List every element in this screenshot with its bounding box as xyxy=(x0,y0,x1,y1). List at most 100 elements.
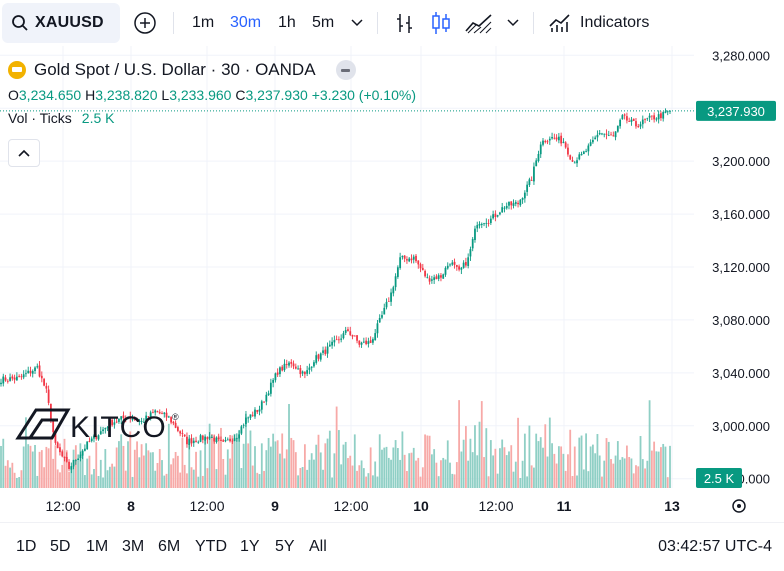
volume-bar xyxy=(22,446,25,488)
range-1d-button[interactable]: 1D xyxy=(16,538,37,555)
range-1y-button[interactable]: 1Y xyxy=(240,538,260,555)
volume-bar xyxy=(401,431,404,488)
volume-bar xyxy=(546,456,549,488)
price-axis[interactable] xyxy=(694,46,784,523)
candle-body xyxy=(560,135,563,144)
minimize-legend-button[interactable] xyxy=(335,60,356,80)
volume-bar xyxy=(192,469,195,488)
volume-bar xyxy=(369,447,372,488)
volume-bar xyxy=(215,469,218,488)
interval-30m-button[interactable]: 30m xyxy=(230,14,262,31)
volume-bar xyxy=(226,449,229,488)
volume-bar xyxy=(392,447,395,488)
settings-gear-icon[interactable] xyxy=(732,499,746,513)
candle-body xyxy=(383,307,386,315)
volume-bar xyxy=(535,433,538,488)
volume-bar xyxy=(201,475,204,488)
interval-dropdown-button[interactable] xyxy=(351,0,363,46)
volume-bar xyxy=(111,463,114,488)
symbol-search-button[interactable]: XAUUSD xyxy=(2,3,120,43)
volume-bar xyxy=(415,460,417,488)
volume-bar xyxy=(530,465,533,488)
range-6m-button[interactable]: 6M xyxy=(158,538,181,555)
candle-body xyxy=(172,421,175,424)
candle-body xyxy=(183,434,186,437)
volume-bar xyxy=(61,464,64,488)
candle-body xyxy=(378,317,381,323)
volume-bar xyxy=(455,462,458,488)
interval-1m-button[interactable]: 1m xyxy=(192,14,215,31)
candle-body xyxy=(480,223,483,225)
volume-bar xyxy=(480,401,483,488)
indicators-button[interactable]: Indicators xyxy=(548,0,649,46)
volume-bar xyxy=(276,440,279,488)
interval-1h-button[interactable]: 1h xyxy=(278,14,296,31)
volume-bar xyxy=(372,475,374,488)
volume-bar xyxy=(408,453,411,488)
candle-body xyxy=(335,339,338,341)
volume-bar xyxy=(36,475,39,488)
candle-body xyxy=(641,119,644,125)
volume-bar xyxy=(553,453,556,488)
candle-body xyxy=(70,466,73,470)
range-3m-button[interactable]: 3M xyxy=(122,538,145,555)
chart-type-dropdown-button[interactable] xyxy=(507,0,519,46)
volume-bar xyxy=(605,438,608,488)
range-1m-button[interactable]: 1M xyxy=(86,538,109,555)
candle-body xyxy=(410,258,413,261)
candle-body xyxy=(508,201,510,206)
candle-body xyxy=(587,145,590,152)
volume-bar xyxy=(18,477,21,488)
volume-bar xyxy=(349,455,352,488)
volume-bar xyxy=(131,476,134,488)
candle-body xyxy=(396,267,399,277)
volume-bar xyxy=(74,445,77,488)
candle-body xyxy=(0,382,2,385)
candle-body xyxy=(122,415,125,419)
candle-body xyxy=(496,215,499,217)
candle-body xyxy=(206,437,209,440)
volume-bar xyxy=(607,441,610,488)
candle-body xyxy=(351,335,354,337)
candle-body xyxy=(120,416,123,420)
volume-bar xyxy=(365,476,368,488)
volume-bar xyxy=(113,466,116,488)
candle-body xyxy=(113,422,116,425)
candle-body xyxy=(260,401,263,410)
time-tick-label: 11 xyxy=(557,498,572,514)
collapse-legend-button[interactable] xyxy=(8,139,40,167)
volume-bar xyxy=(653,441,656,488)
candle-body xyxy=(571,160,574,162)
candle-body xyxy=(526,184,529,192)
range-5d-button[interactable]: 5D xyxy=(50,538,71,555)
range-5y-button[interactable]: 5Y xyxy=(275,538,295,555)
range-ytd-button[interactable]: YTD xyxy=(195,538,227,555)
volume-bar xyxy=(229,458,231,488)
compare-add-button[interactable] xyxy=(133,0,157,46)
volume-bar xyxy=(263,470,265,488)
volume-bar xyxy=(501,439,504,488)
candle-body xyxy=(204,436,207,441)
candle-style-button[interactable] xyxy=(431,0,451,46)
candle-body xyxy=(272,379,275,383)
volume-bar xyxy=(70,466,73,488)
candle-body xyxy=(292,363,295,367)
interval-5m-button[interactable]: 5m xyxy=(312,14,335,31)
volume-bar xyxy=(528,425,531,488)
top-toolbar: XAUUSD 1m 30m 1h 5m xyxy=(0,0,784,46)
volume-bar xyxy=(469,438,472,488)
candle-body xyxy=(419,264,422,269)
candle-body xyxy=(353,335,356,337)
timezone-clock[interactable]: 03:42:57 UTC-4 xyxy=(658,538,772,555)
range-all-button[interactable]: All xyxy=(309,538,327,555)
volume-bar xyxy=(539,437,542,488)
candle-body xyxy=(499,212,501,215)
candle-body xyxy=(88,441,91,442)
registered-mark: ® xyxy=(172,412,179,422)
volume-bar xyxy=(297,475,299,488)
volume-bar xyxy=(467,460,470,488)
area-style-button[interactable] xyxy=(464,0,494,46)
bar-style-button[interactable] xyxy=(395,0,415,46)
candle-body xyxy=(576,160,578,164)
